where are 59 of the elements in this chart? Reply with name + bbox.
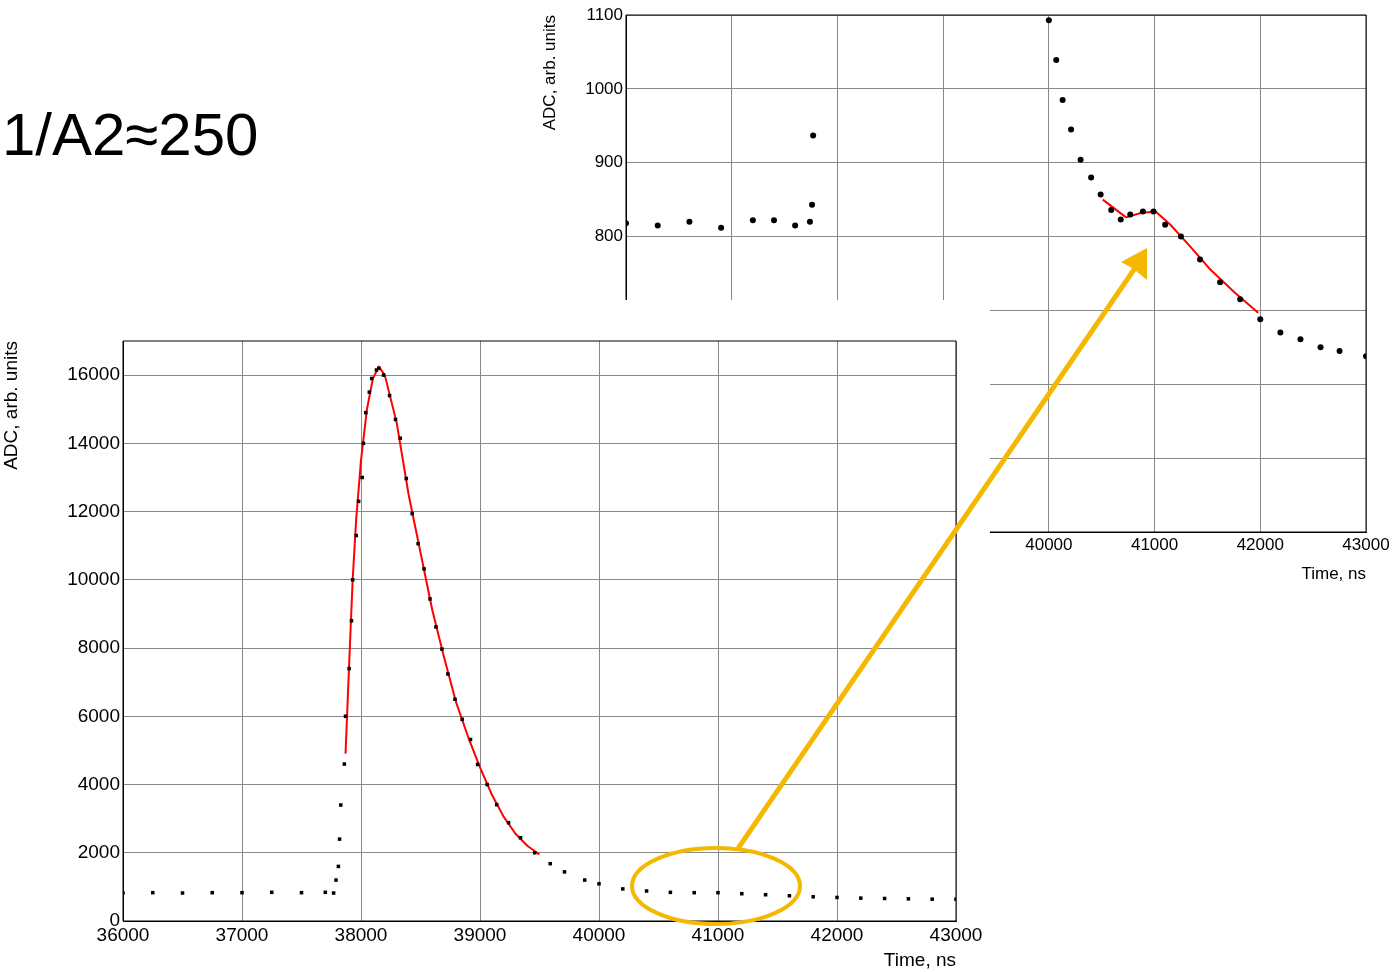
point <box>1097 191 1104 198</box>
x-tick-label: 42000 <box>810 923 864 945</box>
point <box>1277 329 1284 336</box>
point <box>1127 211 1134 218</box>
point <box>792 222 799 229</box>
point <box>1108 206 1115 213</box>
point <box>809 201 816 208</box>
y-tick-label: 6000 <box>77 704 120 726</box>
x-tick-label: 40000 <box>1025 534 1073 554</box>
x-tick-label: 42000 <box>1236 534 1284 554</box>
point <box>749 217 756 224</box>
y-tick-label: 800 <box>594 226 623 246</box>
point <box>806 218 813 225</box>
point <box>771 217 777 224</box>
y-tick-label: 1000 <box>585 78 623 98</box>
y-tick-label: 12000 <box>67 499 120 521</box>
x-tick-label: 43000 <box>929 923 983 945</box>
point <box>1068 126 1075 133</box>
point <box>810 132 817 139</box>
x-tick-label: 39000 <box>453 923 507 945</box>
point <box>1237 296 1244 303</box>
point <box>1197 256 1204 263</box>
point <box>1139 208 1146 215</box>
x-axis-title: Time, ns <box>883 948 956 970</box>
point <box>1088 174 1095 181</box>
y-axis-title: ADC, arb. units <box>0 341 21 470</box>
y-axis-title: ADC, arb. units <box>539 15 559 131</box>
point <box>1257 316 1264 323</box>
point <box>686 218 693 225</box>
point <box>1077 156 1084 163</box>
point <box>1178 233 1184 240</box>
x-tick-label: 40000 <box>572 923 626 945</box>
x-tick-label: 41000 <box>1130 534 1179 554</box>
x-tick-label: 37000 <box>215 923 269 945</box>
point <box>1317 344 1324 351</box>
point <box>1150 208 1157 215</box>
y-tick-label: 16000 <box>67 363 120 385</box>
x-tick-label: 43000 <box>1342 534 1390 554</box>
text: 1/A2≈250 <box>2 100 259 169</box>
point <box>1117 216 1124 223</box>
y-tick-label: 8000 <box>77 636 120 658</box>
point <box>1045 17 1052 24</box>
point <box>1336 348 1343 355</box>
y-tick-label: 14000 <box>67 431 120 453</box>
y-tick-label: 1100 <box>586 4 623 24</box>
point <box>654 222 661 229</box>
point <box>1053 57 1060 64</box>
point <box>1162 221 1169 228</box>
x-tick-label: 38000 <box>334 923 388 945</box>
point <box>1059 96 1066 103</box>
point <box>1217 279 1224 286</box>
point <box>718 224 725 231</box>
y-tick-label: 4000 <box>77 772 120 794</box>
x-tick-label: 41000 <box>691 923 745 945</box>
point <box>1297 336 1304 343</box>
y-tick-label: 10000 <box>67 568 120 590</box>
y-tick-label: 2000 <box>77 841 120 862</box>
y-tick-label: 900 <box>594 152 623 172</box>
x-axis-title: Time, ns <box>1301 564 1366 584</box>
